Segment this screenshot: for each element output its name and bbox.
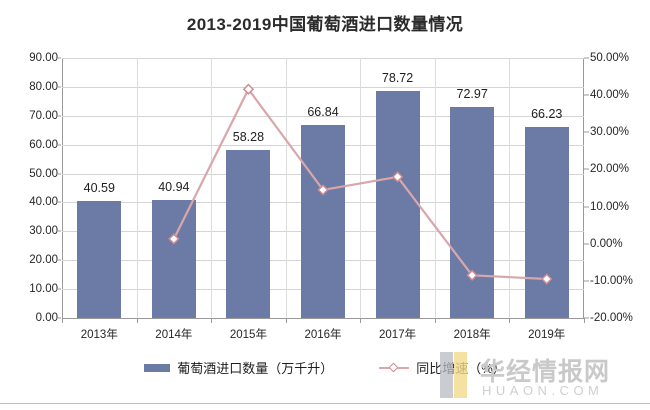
- left-axis-tick-mark: [56, 86, 61, 88]
- bar-value-label: 40.94: [158, 179, 190, 194]
- right-axis-tick-label: 20.00%: [590, 163, 630, 176]
- x-axis-tick-mark: [509, 318, 511, 323]
- bar[interactable]: [301, 124, 345, 318]
- bar-value-label: 66.23: [531, 106, 563, 121]
- chart-legend: 葡萄酒进口数量（万千升） 同比增速（%）: [0, 358, 650, 377]
- x-axis-tick-label: 2013年: [80, 329, 118, 341]
- bar[interactable]: [77, 200, 122, 318]
- left-axis-tick-label: 20.00: [29, 254, 58, 267]
- left-axis-line: [62, 58, 63, 318]
- category-separator: [360, 58, 362, 318]
- left-axis-tick-mark: [56, 173, 61, 175]
- left-axis-tick-mark: [56, 230, 61, 232]
- right-axis-tick-mark: [584, 243, 589, 245]
- right-axis-tick-mark: [584, 57, 589, 59]
- right-axis-tick-mark: [584, 94, 589, 96]
- left-axis-tick-label: 10.00: [29, 283, 58, 296]
- x-axis-tick-mark: [136, 318, 138, 323]
- bar-value-label: 40.59: [83, 180, 115, 195]
- left-axis-tick-label: 80.00: [29, 80, 58, 93]
- bar-value-label: 58.28: [232, 129, 265, 144]
- legend-line-swatch-icon: [379, 362, 410, 373]
- right-axis-tick-label: -20.00%: [590, 312, 633, 324]
- bar[interactable]: [524, 126, 569, 318]
- legend-bar-swatch-icon: [144, 363, 171, 372]
- x-axis-tick-label: 2016年: [304, 329, 342, 341]
- right-axis-tick-label: 50.00%: [590, 52, 630, 64]
- bottom-divider: [0, 403, 650, 404]
- x-axis-tick-label: 2018年: [453, 329, 491, 341]
- bar[interactable]: [375, 90, 420, 318]
- gridline: [62, 318, 584, 319]
- right-axis-tick-mark: [584, 280, 589, 282]
- left-axis-tick-label: 40.00: [29, 196, 58, 209]
- bar-value-label: 78.72: [381, 70, 414, 85]
- x-axis-tick-label: 2015年: [229, 329, 267, 341]
- right-axis-tick-label: 10.00%: [590, 200, 630, 213]
- x-axis-tick-mark: [434, 318, 436, 323]
- left-axis-tick-label: 70.00: [29, 109, 58, 122]
- right-axis-tick-mark: [584, 168, 589, 170]
- bar[interactable]: [450, 107, 495, 318]
- left-axis-tick-mark: [56, 115, 61, 117]
- right-axis-line: [583, 58, 584, 318]
- right-axis-tick-label: 0.00%: [590, 237, 623, 250]
- watermark-en-text: HUAON.COM: [482, 383, 604, 398]
- right-axis-tick-label: 40.00%: [590, 89, 630, 102]
- right-axis-tick-mark: [584, 317, 589, 319]
- bar[interactable]: [226, 149, 271, 318]
- x-axis-tick-label: 2014年: [155, 329, 193, 341]
- left-axis-tick-mark: [56, 317, 61, 319]
- legend-bar-label: 葡萄酒进口数量（万千升）: [177, 361, 334, 376]
- x-axis-tick-label: 2017年: [379, 329, 417, 341]
- right-axis-tick-mark: [584, 131, 589, 133]
- left-axis-tick-label: 60.00: [29, 138, 58, 151]
- legend-item-bar[interactable]: 葡萄酒进口数量（万千升）: [144, 358, 333, 377]
- left-axis-tick-mark: [56, 288, 61, 290]
- category-separator: [285, 58, 287, 318]
- left-axis-tick-mark: [56, 259, 61, 261]
- left-axis-tick-mark: [56, 144, 61, 146]
- bar-value-label: 66.84: [307, 104, 339, 119]
- x-axis-tick-mark: [360, 318, 362, 323]
- chart-title: 2013-2019中国葡萄酒进口数量情况: [186, 15, 464, 34]
- right-axis-tick-label: 30.00%: [590, 126, 630, 139]
- legend-line-label: 同比增速（%）: [416, 361, 506, 376]
- x-axis-tick-label: 2019年: [528, 329, 566, 341]
- left-axis-tick-mark: [56, 57, 61, 59]
- x-axis-tick-mark: [285, 318, 287, 323]
- x-axis-tick-mark: [62, 318, 63, 323]
- bar[interactable]: [151, 199, 196, 318]
- category-separator: [136, 58, 138, 318]
- left-axis-tick-mark: [56, 201, 61, 203]
- left-axis-tick-label: 90.00: [29, 52, 58, 64]
- right-axis-tick-label: -10.00%: [590, 274, 633, 287]
- left-axis-tick-label: 30.00: [29, 225, 58, 238]
- right-axis-tick-mark: [584, 206, 589, 208]
- bar-value-label: 72.97: [456, 87, 488, 102]
- left-axis-tick-label: 50.00: [29, 167, 58, 180]
- legend-item-line[interactable]: 同比增速（%）: [379, 358, 506, 377]
- left-axis-tick-label: 0.00: [35, 312, 58, 324]
- x-axis-tick-mark: [584, 318, 585, 323]
- gridline: [62, 86, 584, 88]
- x-axis-tick-mark: [211, 318, 213, 323]
- gridline: [62, 58, 584, 59]
